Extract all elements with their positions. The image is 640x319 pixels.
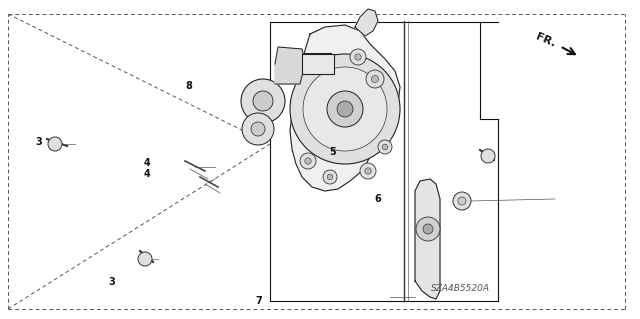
Circle shape [481,149,495,163]
Text: 5: 5 [330,146,336,157]
Circle shape [311,60,325,74]
Circle shape [337,101,353,117]
Circle shape [305,158,311,164]
Text: 4: 4 [144,158,150,168]
Circle shape [423,224,433,234]
Circle shape [350,49,366,65]
Circle shape [253,91,273,111]
Circle shape [378,140,392,154]
Circle shape [458,197,466,205]
Text: 3: 3 [109,277,115,287]
Circle shape [48,137,62,151]
Polygon shape [355,9,378,36]
Text: FR.: FR. [534,32,557,49]
Circle shape [365,168,371,174]
Circle shape [290,54,400,164]
Circle shape [371,75,379,83]
Circle shape [366,70,384,88]
Circle shape [251,122,265,136]
Text: 8: 8 [186,81,192,91]
Circle shape [138,252,152,266]
Circle shape [315,64,321,70]
Circle shape [453,192,471,210]
Circle shape [300,153,316,169]
Text: SZA4B5520A: SZA4B5520A [431,284,490,293]
Circle shape [360,163,376,179]
Polygon shape [275,47,305,84]
FancyBboxPatch shape [302,54,334,74]
Text: 6: 6 [374,194,381,204]
Circle shape [241,79,285,123]
Text: 7: 7 [256,296,262,307]
Circle shape [382,144,388,150]
Text: 4: 4 [144,169,150,179]
Circle shape [355,54,361,60]
Circle shape [327,174,333,180]
Circle shape [327,91,363,127]
Circle shape [303,67,387,151]
Circle shape [242,113,274,145]
Polygon shape [415,179,440,299]
Polygon shape [290,25,400,191]
Circle shape [323,170,337,184]
Text: 3: 3 [35,137,42,147]
Circle shape [416,217,440,241]
FancyBboxPatch shape [303,53,331,71]
